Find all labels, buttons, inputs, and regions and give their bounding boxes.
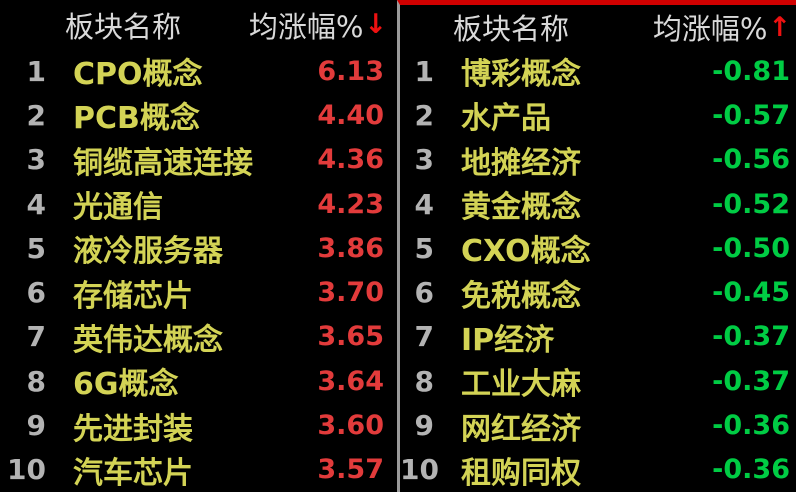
avg-change-value: 4.23	[317, 188, 384, 220]
losers-row-list: 1 博彩概念 -0.81 2 水产品 -0.57 3 地摊经济 -0.56 4 …	[400, 49, 796, 492]
sector-name: 免税概念	[461, 278, 581, 314]
sort-ascending-arrow-icon: ↑	[768, 11, 791, 43]
column-header-avg-change[interactable]: 均涨幅% ↑	[653, 6, 796, 48]
sector-row[interactable]: 10 汽车芯片 3.57	[0, 448, 397, 492]
avg-change-value: -0.81	[712, 55, 790, 87]
rank-number: 8	[26, 364, 46, 398]
rank-number: 1	[414, 54, 434, 88]
sector-name: 光通信	[73, 190, 163, 226]
rank-number: 1	[26, 54, 46, 88]
avg-change-value: 3.64	[317, 365, 384, 397]
sector-row[interactable]: 5 液冷服务器 3.86	[0, 226, 397, 270]
avg-change-value: -0.52	[712, 188, 790, 220]
sector-row[interactable]: 5 CXO概念 -0.50	[400, 226, 796, 270]
sector-name: 存储芯片	[73, 278, 193, 314]
rank-number: 8	[414, 364, 434, 398]
rank-number: 2	[414, 98, 434, 132]
avg-change-value: 3.57	[317, 454, 384, 486]
avg-change-value: 3.70	[317, 277, 384, 309]
avg-change-value: 6.13	[317, 55, 384, 87]
sector-name: 先进封装	[73, 411, 193, 447]
gainers-panel: 板块名称 均涨幅% ↓ 1 CPO概念 6.13 2 PCB概念 4.40 3 …	[0, 0, 397, 492]
sector-row[interactable]: 8 6G概念 3.64	[0, 359, 397, 403]
avg-change-value: 3.86	[317, 232, 384, 264]
avg-change-value: -0.36	[712, 410, 790, 442]
losers-header-row: 板块名称 均涨幅% ↑	[400, 5, 796, 49]
sector-row[interactable]: 3 铜缆高速连接 4.36	[0, 138, 397, 182]
sector-name: 租购同权	[461, 455, 581, 491]
sector-row[interactable]: 7 英伟达概念 3.65	[0, 315, 397, 359]
rank-number: 9	[26, 409, 46, 443]
sector-name: 液冷服务器	[73, 234, 223, 270]
sector-row[interactable]: 1 CPO概念 6.13	[0, 49, 397, 93]
sector-row[interactable]: 1 博彩概念 -0.81	[400, 49, 796, 93]
avg-change-value: -0.36	[712, 454, 790, 486]
avg-change-value: -0.57	[712, 99, 790, 131]
sector-row[interactable]: 4 光通信 4.23	[0, 182, 397, 226]
sector-row[interactable]: 4 黄金概念 -0.52	[400, 182, 796, 226]
avg-change-value: 4.36	[317, 144, 384, 176]
sector-row[interactable]: 3 地摊经济 -0.56	[400, 138, 796, 182]
rank-number: 7	[26, 320, 46, 354]
gainers-header-row: 板块名称 均涨幅% ↓	[0, 0, 397, 49]
sector-row[interactable]: 9 先进封装 3.60	[0, 403, 397, 447]
sector-row[interactable]: 6 存储芯片 3.70	[0, 270, 397, 314]
avg-change-label: 均涨幅%	[652, 12, 768, 46]
avg-change-label: 均涨幅%	[248, 9, 364, 44]
rank-number: 10	[7, 453, 46, 487]
avg-change-value: 3.65	[317, 321, 384, 353]
sector-name: 铜缆高速连接	[73, 145, 253, 181]
sector-row[interactable]: 6 免税概念 -0.45	[400, 270, 796, 314]
rank-number: 7	[414, 320, 434, 354]
sector-name: 汽车芯片	[73, 455, 193, 491]
sector-name: CPO概念	[73, 57, 203, 93]
sector-row[interactable]: 2 水产品 -0.57	[400, 93, 796, 137]
rank-number: 10	[400, 453, 439, 487]
rank-number: 4	[26, 187, 46, 221]
column-header-sector-name[interactable]: 板块名称	[65, 9, 182, 44]
sector-name: 水产品	[461, 101, 551, 137]
sector-name: 地摊经济	[461, 145, 581, 181]
rank-number: 3	[26, 143, 46, 177]
avg-change-value: -0.37	[712, 365, 790, 397]
avg-change-value: -0.37	[712, 321, 790, 353]
sector-name: 网红经济	[461, 411, 581, 447]
rank-number: 4	[414, 187, 434, 221]
avg-change-value: -0.56	[712, 144, 790, 176]
rank-number: 9	[414, 409, 434, 443]
avg-change-value: -0.45	[712, 277, 790, 309]
rank-number: 2	[26, 98, 46, 132]
sector-name: 黄金概念	[461, 190, 581, 226]
sector-name: 工业大麻	[461, 367, 581, 403]
sector-name: PCB概念	[73, 101, 200, 137]
sector-row[interactable]: 8 工业大麻 -0.37	[400, 359, 796, 403]
sector-row[interactable]: 9 网红经济 -0.36	[400, 403, 796, 447]
rank-number: 6	[26, 276, 46, 310]
avg-change-value: -0.50	[712, 232, 790, 264]
sort-descending-arrow-icon: ↓	[364, 9, 387, 40]
column-header-avg-change[interactable]: 均涨幅% ↓	[249, 4, 397, 46]
sector-name: 6G概念	[73, 367, 179, 403]
sector-row[interactable]: 10 租购同权 -0.36	[400, 448, 796, 492]
sector-name: 博彩概念	[461, 57, 581, 93]
sector-name: 英伟达概念	[73, 322, 223, 358]
sector-row[interactable]: 7 IP经济 -0.37	[400, 315, 796, 359]
sector-name: CXO概念	[461, 234, 591, 270]
sector-row[interactable]: 2 PCB概念 4.40	[0, 93, 397, 137]
sector-name: IP经济	[461, 322, 555, 358]
rank-number: 5	[26, 231, 46, 265]
rank-number: 3	[414, 143, 434, 177]
column-header-sector-name[interactable]: 板块名称	[453, 12, 570, 46]
rank-number: 6	[414, 276, 434, 310]
gainers-row-list: 1 CPO概念 6.13 2 PCB概念 4.40 3 铜缆高速连接 4.36 …	[0, 49, 397, 492]
avg-change-value: 3.60	[317, 410, 384, 442]
rank-number: 5	[414, 231, 434, 265]
losers-panel: 板块名称 均涨幅% ↑ 1 博彩概念 -0.81 2 水产品 -0.57 3 地…	[397, 0, 796, 492]
avg-change-value: 4.40	[317, 99, 384, 131]
